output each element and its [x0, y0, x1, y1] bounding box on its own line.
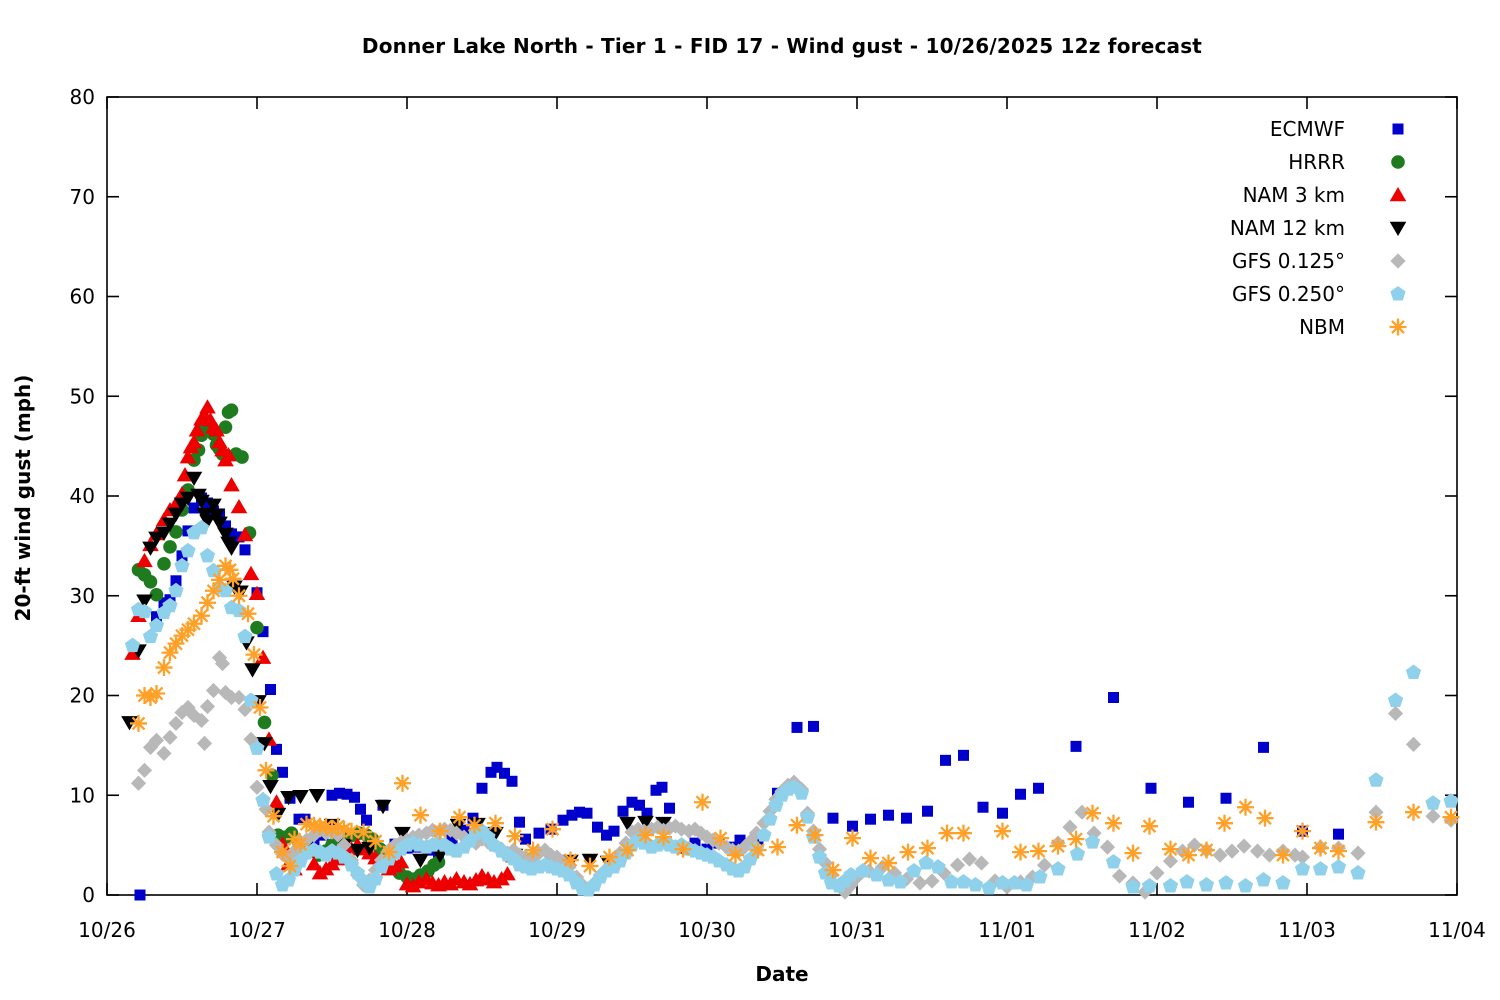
x-tick-label: 10/26: [78, 918, 136, 942]
legend-label-gfs-0-125-: GFS 0.125°: [1232, 249, 1345, 273]
x-tick-label: 10/30: [678, 918, 736, 942]
chart-title: Donner Lake North - Tier 1 - FID 17 - Wi…: [361, 34, 1203, 58]
y-tick-label: 30: [70, 584, 95, 608]
legend-marker-circle-icon: [1391, 155, 1405, 169]
legend-label-nbm: NBM: [1299, 315, 1345, 339]
y-tick-label: 70: [70, 185, 95, 209]
legend-label-nam-3-km: NAM 3 km: [1243, 183, 1345, 207]
x-tick-label: 11/01: [978, 918, 1036, 942]
x-tick-label: 11/02: [1128, 918, 1186, 942]
x-tick-label: 10/28: [378, 918, 436, 942]
legend-label-nam-12-km: NAM 12 km: [1230, 216, 1345, 240]
x-tick-label: 10/27: [228, 918, 286, 942]
y-tick-label: 10: [70, 783, 95, 807]
legend-label-gfs-0-250-: GFS 0.250°: [1232, 282, 1345, 306]
legend-label-hrrr: HRRR: [1288, 150, 1345, 174]
x-tick-label: 10/29: [528, 918, 586, 942]
y-tick-label: 20: [70, 684, 95, 708]
x-tick-label: 11/03: [1278, 918, 1336, 942]
y-tick-label: 60: [70, 285, 95, 309]
legend-marker-asterisk-icon: [1389, 318, 1407, 336]
legend-marker-square-icon: [1392, 123, 1404, 135]
series-gfs-0-250-: [124, 519, 1459, 897]
y-tick-label: 0: [82, 883, 95, 907]
series-nbm: [130, 557, 1460, 879]
legend-marker-pentagon-icon: [1390, 286, 1406, 301]
axis-ticks: 10/26 10/27 10/28 10/29 10/30 10/31 11/01 11/02…: [70, 85, 1486, 942]
legend-marker-triangle-up-icon: [1389, 187, 1407, 202]
x-tick-label: 11/04: [1428, 918, 1486, 942]
legend-marker-diamond-icon: [1390, 253, 1406, 269]
y-tick-label: 80: [70, 85, 95, 109]
legend: ECMWF HRRR NAM 3 km NAM 12 km GFS 0.125° GFS …: [1230, 117, 1407, 339]
y-tick-label: 40: [70, 484, 95, 508]
legend-marker-triangle-down-icon: [1389, 221, 1407, 236]
legend-label-ecmwf: ECMWF: [1270, 117, 1345, 141]
x-axis-label: Date: [755, 962, 809, 986]
x-tick-label: 10/31: [828, 918, 886, 942]
y-axis-label: 20-ft wind gust (mph): [11, 374, 35, 622]
y-tick-label: 50: [70, 384, 95, 408]
